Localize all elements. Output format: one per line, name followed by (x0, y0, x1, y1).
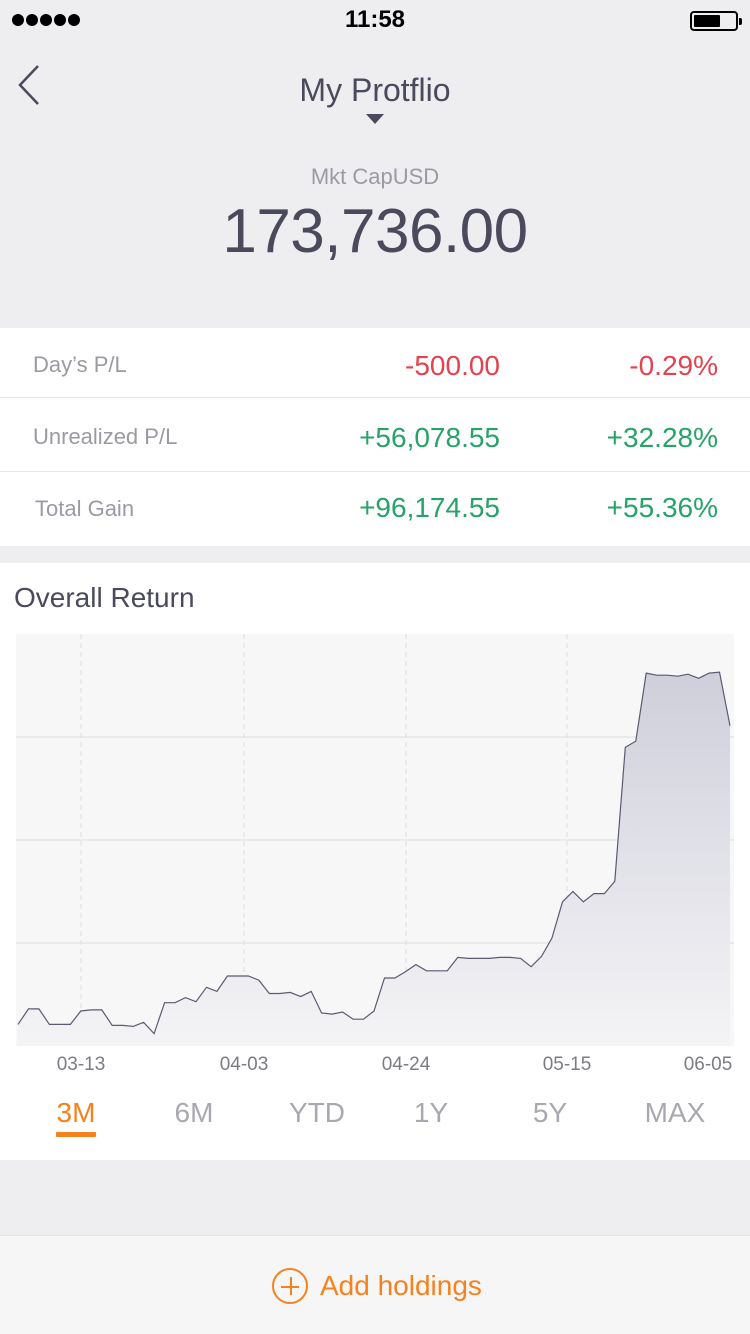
tab-3m[interactable]: 3M (56, 1097, 96, 1128)
back-button[interactable] (10, 60, 50, 110)
x-tick-label: 06-05 (684, 1054, 733, 1075)
signal-strength-icon (12, 14, 80, 26)
tab-max[interactable]: MAX (644, 1097, 706, 1128)
pl-percent: +55.36% (606, 492, 718, 523)
x-tick-label: 03-13 (57, 1054, 106, 1075)
market-cap-label: Mkt CapUSD (310, 164, 440, 189)
chart-area (18, 672, 730, 1046)
pl-percent: -0.29% (629, 350, 718, 381)
tab-5y[interactable]: 5Y (532, 1097, 568, 1128)
add-holdings-button[interactable]: Add holdings (272, 1264, 482, 1308)
pl-label: Total Gain (35, 496, 135, 521)
pl-row-unrealized: Unrealized P/L +56,078.55 +32.28% (0, 402, 750, 472)
chart-title: Overall Return (14, 582, 195, 613)
pl-summary: Day’s P/L -500.00 -0.29% Unrealized P/L … (0, 328, 750, 546)
bottom-bar: Add holdings (0, 1235, 750, 1334)
battery-icon (690, 11, 742, 31)
x-tick-label: 05-15 (543, 1054, 592, 1075)
chevron-left-icon (18, 65, 39, 105)
pl-value: +56,078.55 (359, 422, 500, 453)
page-title[interactable]: My Protflio (299, 72, 451, 108)
pl-row-total-gain: Total Gain +96,174.55 +55.36% (0, 472, 750, 542)
tab-6m[interactable]: 6M (174, 1097, 214, 1128)
range-tabs: 3M 6M YTD 1Y 5Y MAX (0, 1093, 750, 1153)
pl-value: -500.00 (405, 350, 500, 381)
pl-percent: +32.28% (606, 422, 718, 453)
pl-label: Day’s P/L (33, 352, 127, 377)
tab-1y[interactable]: 1Y (413, 1097, 449, 1128)
pl-label: Unrealized P/L (33, 424, 178, 449)
add-holdings-label: Add holdings (320, 1270, 482, 1301)
active-tab-indicator (56, 1132, 96, 1137)
status-time: 11:58 (344, 6, 406, 33)
pl-row-days: Day’s P/L -500.00 -0.29% (0, 328, 750, 398)
caret-down-icon[interactable] (366, 114, 384, 124)
tab-ytd[interactable]: YTD (289, 1097, 345, 1128)
status-bar: 11:58 (0, 0, 750, 40)
plus-circle-icon (272, 1268, 308, 1304)
market-cap-value: 173,736.00 (222, 197, 528, 266)
return-chart: 03-13 04-03 04-24 05-15 06-05 (16, 634, 734, 1075)
chart-panel: Overall Return 03-13 04-03 04-24 05-15 06-05… (0, 563, 750, 1160)
x-tick-label: 04-03 (220, 1054, 269, 1075)
x-tick-label: 04-24 (382, 1054, 431, 1075)
chart-series-line (17, 671, 731, 1035)
pl-value: +96,174.55 (359, 492, 500, 523)
